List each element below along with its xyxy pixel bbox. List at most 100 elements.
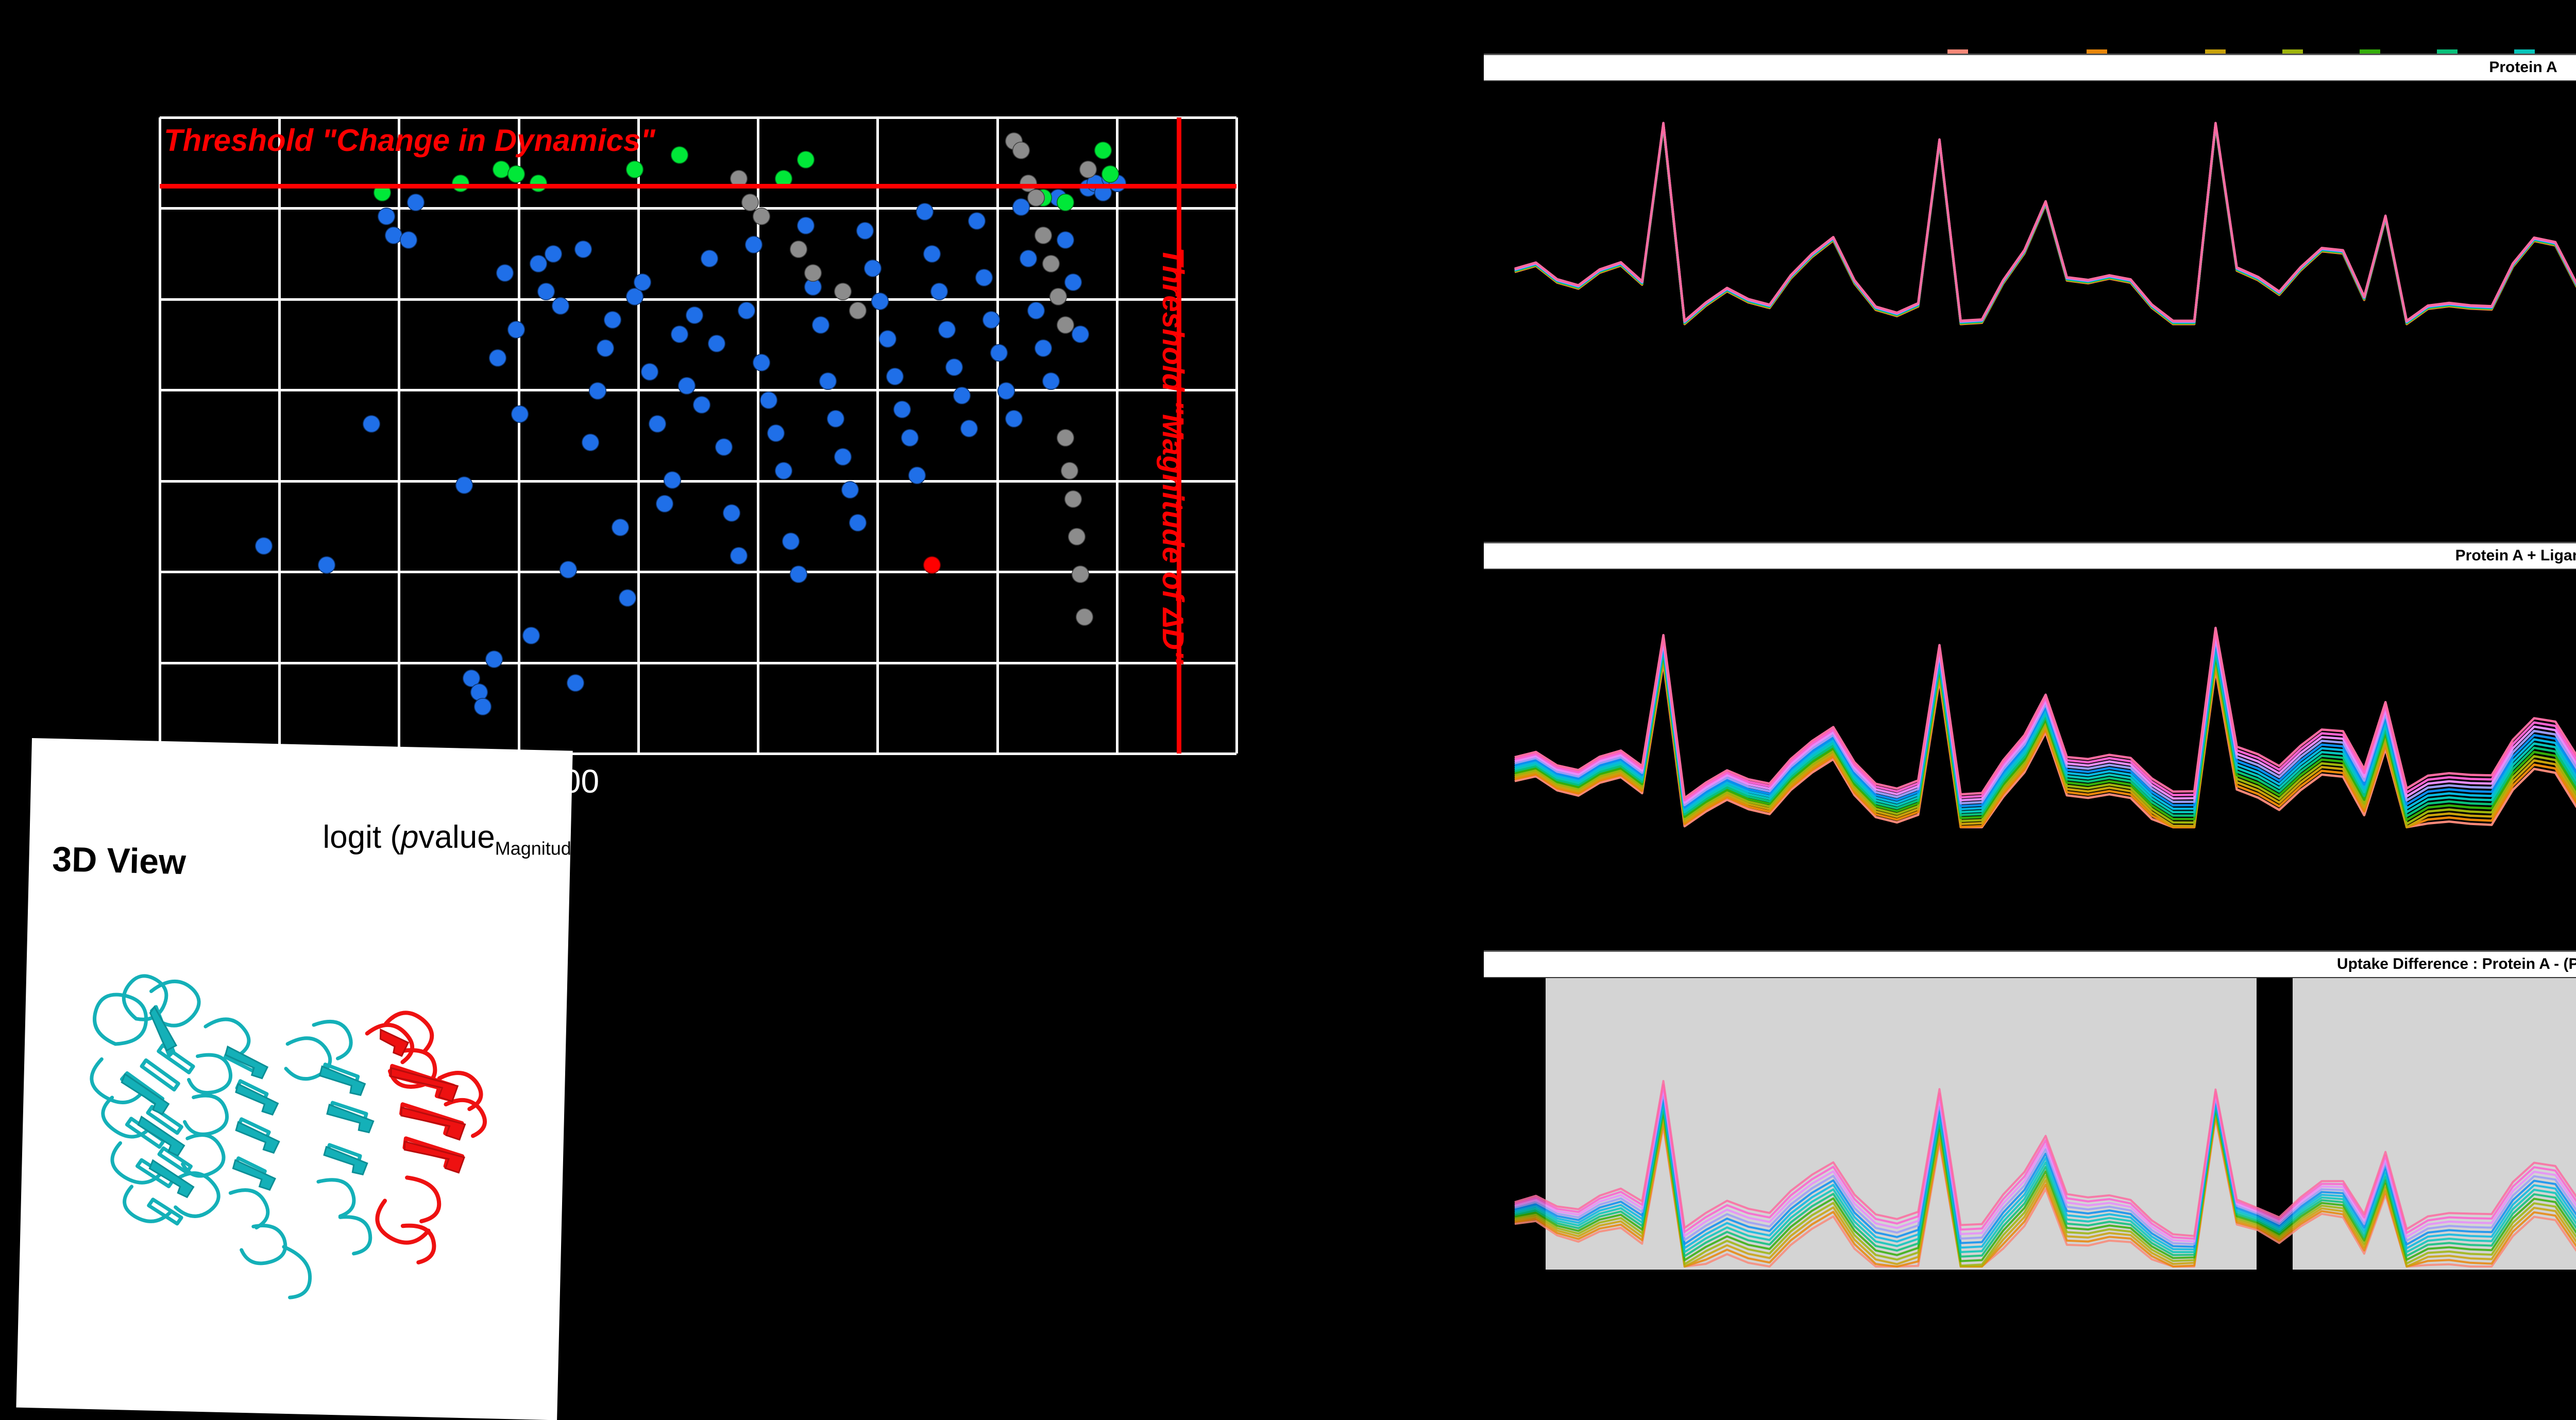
scatter-point[interactable] [511,405,529,423]
scatter-point[interactable] [1079,160,1097,178]
scatter-point[interactable] [916,202,934,220]
scatter-point[interactable] [901,429,919,447]
scatter-point[interactable] [953,386,971,404]
scatter-point[interactable] [1094,142,1112,160]
scatter-point[interactable] [789,241,807,259]
scatter-point[interactable] [507,165,525,183]
panel-body-protein-a-ligand[interactable] [1484,570,2576,830]
scatter-point[interactable] [730,546,748,564]
scatter-point[interactable] [663,471,681,489]
scatter-point[interactable] [619,589,637,607]
scatter-point[interactable] [819,372,837,390]
scatter-point[interactable] [886,368,904,386]
scatter-point[interactable] [1101,165,1119,183]
scatter-point[interactable] [582,434,599,452]
scatter-point[interactable] [863,259,882,277]
scatter-point[interactable] [782,533,800,551]
scatter-point[interactable] [722,504,740,522]
scatter-point[interactable] [399,231,417,249]
scatter-point[interactable] [544,245,562,263]
scatter-point[interactable] [767,424,785,442]
scatter-point[interactable] [908,467,926,485]
scatter-point[interactable] [1035,226,1053,244]
scatter-point[interactable] [496,264,514,282]
scatter-point[interactable] [1035,339,1053,357]
scatter-point[interactable] [530,254,548,272]
scatter-point[interactable] [537,283,555,301]
scatter-point[interactable] [455,476,473,494]
scatter-point[interactable] [930,283,948,301]
scatter-point[interactable] [990,344,1008,362]
panel-body-protein-a[interactable] [1484,81,2576,342]
scatter-point[interactable] [474,697,492,715]
scatter-point[interactable] [685,306,703,324]
scatter-point[interactable] [522,627,540,645]
scatter-point[interactable] [1072,325,1090,343]
scatter-point[interactable] [1012,142,1030,160]
scatter-point[interactable] [1020,250,1038,268]
scatter-point[interactable] [938,320,956,338]
scatter-point[interactable] [1057,316,1075,334]
scatter-point[interactable] [362,415,380,433]
scatter-point[interactable] [826,410,844,428]
scatter-point[interactable] [745,236,763,253]
uptake-panel-protein-a-ligand[interactable]: Protein A + Ligand [1484,542,2576,830]
scatter-point[interactable] [552,297,570,315]
scatter-point[interactable] [893,401,911,419]
scatter-point[interactable] [611,518,629,536]
scatter-point[interactable] [1064,273,1082,292]
scatter-point[interactable] [596,339,614,357]
scatter-point[interactable] [648,415,666,433]
scatter-point[interactable] [1057,429,1075,447]
scatter-point[interactable] [960,419,978,437]
volcano-scatter-plot[interactable] [159,116,1238,755]
view3d-card[interactable]: 3D View [16,738,573,1420]
scatter-point[interactable] [968,212,986,230]
protein-ribbon-viewport[interactable] [16,887,569,1420]
scatter-point[interactable] [451,175,469,193]
scatter-point[interactable] [811,316,829,334]
scatter-point[interactable] [488,349,506,367]
scatter-point[interactable] [700,250,718,268]
scatter-point[interactable] [670,325,688,343]
scatter-point[interactable] [1064,490,1082,508]
scatter-point[interactable] [741,193,759,211]
scatter-point[interactable] [841,481,859,499]
scatter-point[interactable] [759,391,777,409]
scatter-point[interactable] [626,160,644,178]
scatter-point[interactable] [633,273,651,292]
scatter-point[interactable] [530,175,548,193]
scatter-point[interactable] [559,561,577,579]
scatter-point[interactable] [737,302,755,320]
scatter-point[interactable] [878,330,896,348]
scatter-point[interactable] [385,226,403,244]
scatter-point[interactable] [774,462,792,480]
scatter-point[interactable] [567,674,585,692]
scatter-point[interactable] [1049,287,1067,305]
scatter-point[interactable] [377,208,395,226]
panel-body-difference[interactable] [1484,978,2576,1270]
scatter-point[interactable] [507,320,525,338]
scatter-point[interactable] [804,264,822,282]
scatter-point[interactable] [493,160,511,178]
scatter-point[interactable] [485,651,503,669]
scatter-point[interactable] [849,514,867,532]
scatter-point[interactable] [1027,302,1045,320]
scatter-point[interactable] [856,221,874,239]
scatter-point[interactable] [1042,372,1060,390]
scatter-point[interactable] [834,283,852,301]
scatter-point[interactable] [1042,254,1060,272]
scatter-point[interactable] [997,382,1015,400]
scatter-point[interactable] [604,311,622,329]
scatter-point[interactable] [1012,198,1030,216]
scatter-point[interactable] [574,241,592,259]
uptake-panel-difference[interactable]: Uptake Difference : Protein A - (Protein… [1484,950,2576,1270]
scatter-point[interactable] [318,556,336,574]
scatter-point[interactable] [982,311,1001,329]
scatter-point[interactable] [1068,528,1086,546]
scatter-point[interactable] [1027,189,1045,207]
scatter-point[interactable] [871,292,889,310]
scatter-point[interactable] [641,363,659,381]
scatter-point[interactable] [693,396,711,414]
scatter-point[interactable] [797,217,815,235]
